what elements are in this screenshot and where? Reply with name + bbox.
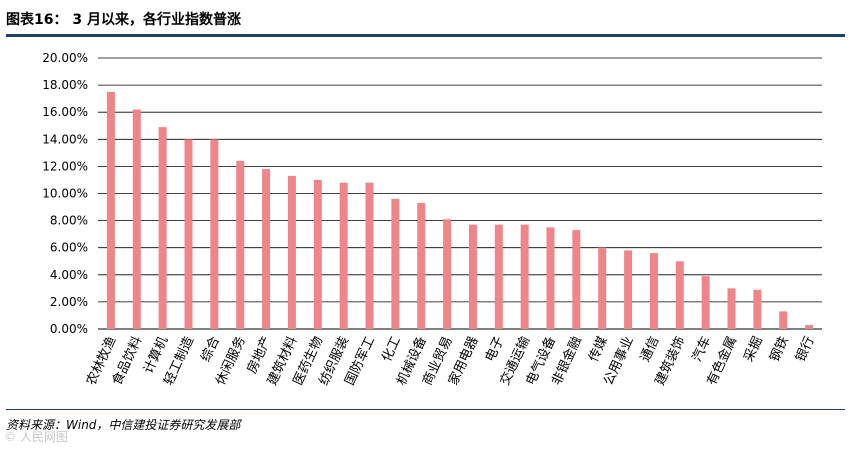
bar	[313, 179, 322, 329]
bar	[572, 230, 581, 329]
bar	[210, 139, 219, 329]
bar	[262, 169, 271, 329]
bar	[546, 227, 555, 329]
y-tick-label: 0.00%	[50, 322, 88, 336]
source-note: 资料来源：Wind，中信建投证券研究发展部	[6, 418, 241, 432]
bar	[701, 276, 710, 329]
x-category-label: 采掘	[741, 334, 766, 364]
x-category-label: 通信	[638, 334, 663, 364]
y-tick-label: 12.00%	[42, 159, 88, 173]
bar	[417, 202, 426, 329]
y-tick-label: 2.00%	[50, 295, 88, 309]
x-category-label: 银行	[793, 334, 818, 364]
bar	[365, 182, 374, 329]
bar	[106, 91, 115, 329]
bar-chart: 0.00% 2.00% 4.00% 6.00% 8.00% 10.00% 12.00% 14.…	[42, 51, 822, 388]
bar	[805, 324, 814, 329]
bar	[443, 219, 452, 329]
bar	[675, 261, 684, 329]
x-category-label: 化工	[379, 334, 404, 364]
chart-footer: 资料来源：Wind，中信建投证券研究发展部	[6, 409, 845, 433]
bar	[339, 182, 348, 329]
bar	[184, 139, 193, 329]
bar	[649, 253, 658, 329]
bar	[753, 289, 762, 329]
chart-header: 图表16： 3 月以来，各行业指数普涨	[0, 0, 863, 37]
bar	[520, 224, 529, 329]
bar	[598, 247, 607, 329]
y-tick-label: 20.00%	[42, 51, 88, 65]
y-tick-label: 18.00%	[42, 78, 88, 92]
bar	[468, 224, 477, 329]
y-tick-label: 16.00%	[42, 105, 88, 119]
bar	[494, 224, 503, 329]
y-tick-label: 6.00%	[50, 241, 88, 255]
header-rule	[6, 34, 845, 37]
bars	[106, 91, 814, 330]
y-axis-ticks: 0.00% 2.00% 4.00% 6.00% 8.00% 10.00% 12.00% 14.…	[42, 51, 88, 336]
bar	[624, 250, 633, 329]
bar	[158, 127, 167, 329]
x-category-label: 综合	[198, 334, 223, 364]
bar	[287, 175, 296, 329]
watermark: © 人民网图	[4, 430, 68, 444]
gridlines	[98, 57, 822, 330]
y-tick-label: 8.00%	[50, 214, 88, 228]
x-category-label: 传媒	[586, 334, 611, 364]
bar	[236, 160, 245, 329]
bar	[391, 198, 400, 329]
bar	[132, 109, 141, 330]
x-category-label: 钢铁	[767, 334, 792, 364]
y-tick-label: 10.00%	[42, 187, 88, 201]
bar	[779, 311, 788, 329]
y-tick-label: 14.00%	[42, 132, 88, 146]
footer-rule	[6, 409, 845, 410]
bar	[727, 288, 736, 329]
chart-title: 图表16： 3 月以来，各行业指数普涨	[6, 12, 241, 28]
y-tick-label: 4.00%	[50, 268, 88, 282]
x-category-label: 电子	[483, 334, 508, 364]
x-category-label: 汽车	[689, 334, 714, 364]
